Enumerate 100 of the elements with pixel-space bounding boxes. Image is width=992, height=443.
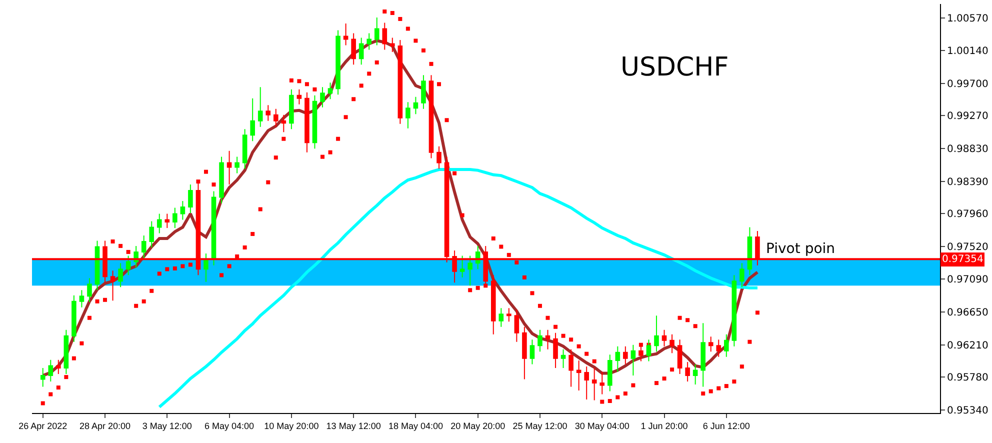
x-tick-label: 6 May 04:00 <box>204 420 254 431</box>
candlestick <box>56 359 61 375</box>
candlestick <box>266 104 271 122</box>
candlestick <box>654 315 659 352</box>
candlestick <box>141 234 146 258</box>
candlestick <box>64 329 69 375</box>
candlestick <box>638 344 644 362</box>
candlestick <box>747 226 752 276</box>
text: 0.97354 <box>942 254 984 265</box>
candlestick <box>607 354 612 392</box>
candlestick <box>126 255 131 276</box>
candlestick <box>630 344 636 376</box>
candlestick <box>366 32 372 50</box>
ref-line-label: Pivot poin <box>766 241 836 257</box>
candlestick <box>716 339 722 358</box>
y-tick-label: 0.96650 <box>947 307 988 318</box>
y-tick-label: 0.99700 <box>947 78 988 90</box>
candlestick <box>211 190 216 266</box>
candlestick <box>320 86 325 108</box>
candlestick <box>576 360 582 392</box>
candlestick <box>662 329 667 347</box>
y-tick-label: 0.96210 <box>947 340 988 352</box>
candlestick <box>328 82 333 100</box>
candlestick <box>242 128 248 170</box>
candlestick <box>685 362 690 382</box>
candlestick <box>413 96 418 115</box>
candlestick <box>204 252 208 282</box>
candlestick <box>670 334 674 354</box>
candlestick <box>428 74 434 159</box>
candlestick <box>506 308 512 322</box>
candlestick <box>522 326 527 380</box>
candlestick <box>234 156 240 174</box>
candlestick <box>156 213 162 234</box>
candlestick <box>164 213 170 228</box>
candlestick <box>406 102 410 129</box>
candlestick <box>289 88 294 130</box>
y-tick-label: 0.97520 <box>947 242 988 254</box>
candlestick <box>188 184 193 214</box>
candlestick <box>498 308 504 328</box>
candlestick <box>40 368 46 388</box>
candlestick <box>468 255 472 286</box>
candlestick <box>273 108 278 128</box>
line-series <box>158 168 759 409</box>
candlestick <box>568 348 574 388</box>
candlestick <box>382 22 388 50</box>
candlestick <box>351 32 356 66</box>
candlestick <box>219 156 224 204</box>
candlestick <box>358 37 364 66</box>
x-tick-label: 10 May 20:00 <box>264 420 319 431</box>
candlestick <box>460 255 465 278</box>
candlestick <box>677 339 682 375</box>
x-tick-label: 18 May 04:00 <box>388 420 443 431</box>
x-tick-label: 25 May 12:00 <box>512 420 568 431</box>
y-tick-label: 0.97960 <box>947 209 988 220</box>
x-tick-label: 20 May 20:00 <box>450 420 506 431</box>
x-tick-label: 6 Jun 12:00 <box>702 420 750 431</box>
candlestick <box>592 368 597 401</box>
candlestick <box>149 220 154 248</box>
y-tick-label: 1.00140 <box>947 46 988 57</box>
candlestick <box>600 371 605 395</box>
candlestick <box>118 262 123 288</box>
candlestick <box>48 359 54 382</box>
candlestick <box>545 329 550 350</box>
candlestick <box>692 364 698 386</box>
candlestick <box>732 274 737 347</box>
x-tick-label: 3 May 12:00 <box>142 420 192 431</box>
x-tick-label: 1 Jun 20:00 <box>640 420 688 431</box>
candlestick <box>514 309 520 342</box>
candlestick <box>296 88 302 105</box>
y-tick-label: 0.95340 <box>947 406 988 416</box>
candlestick <box>94 240 100 291</box>
candlestick <box>258 86 263 128</box>
candlestick <box>421 74 426 110</box>
candlestick <box>740 262 744 288</box>
candlestick <box>172 207 178 228</box>
candlestick <box>623 346 628 365</box>
candlestick <box>312 94 318 150</box>
x-tick-label: 30 May 04:00 <box>574 420 630 431</box>
candlestick <box>87 278 92 303</box>
y-tick-label: 0.98830 <box>947 144 988 156</box>
x-tick-label: 28 Apr 20:00 <box>79 420 131 431</box>
x-tick-label: 13 May 12:00 <box>326 420 381 431</box>
candlestick <box>553 332 558 369</box>
candlestick <box>304 92 310 153</box>
candlestick <box>700 322 706 388</box>
candlestick <box>724 334 729 358</box>
candlestick <box>584 366 589 400</box>
y-tick-label: 0.99270 <box>947 111 988 122</box>
x-tick-label: 26 Apr 2022 <box>18 420 68 431</box>
candlestick <box>250 98 255 142</box>
candlestick <box>79 290 84 308</box>
candlestick <box>436 146 442 170</box>
candlestick <box>560 348 566 369</box>
y-tick-label: 0.98390 <box>947 177 988 188</box>
candlestick <box>336 30 340 96</box>
candlestick <box>398 39 403 124</box>
candlestick <box>226 150 232 186</box>
text: USDCHF <box>620 52 729 83</box>
y-tick-label: 0.95780 <box>947 372 988 384</box>
candlestick <box>281 114 286 133</box>
